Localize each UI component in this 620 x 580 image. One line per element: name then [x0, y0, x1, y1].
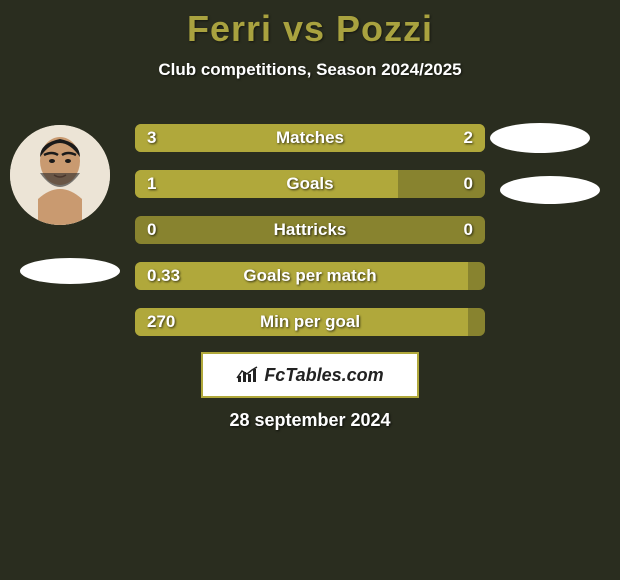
stat-bar: Hattricks0 0 [135, 216, 485, 244]
stat-bars: Matches32Goals10Hattricks00Goals per mat… [135, 124, 485, 354]
bar-value-left: 0 [147, 216, 156, 244]
stat-bar: Matches3 2 [135, 124, 485, 152]
page-title: Ferri vs Pozzi [0, 0, 620, 50]
bar-label: Goals per match [135, 262, 485, 290]
comparison-card: Ferri vs Pozzi Club competitions, Season… [0, 0, 620, 580]
stat-bar: Goals1 0 [135, 170, 485, 198]
logo-text: FcTables.com [264, 365, 383, 386]
bar-value-left: 270 [147, 308, 175, 336]
chart-icon [236, 366, 258, 384]
stat-bar: Min per goal270 [135, 308, 485, 336]
bar-label: Matches [135, 124, 485, 152]
bar-label: Goals [135, 170, 485, 198]
bar-value-left: 1 [147, 170, 156, 198]
subtitle: Club competitions, Season 2024/2025 [0, 60, 620, 80]
stat-bar: Goals per match0.33 [135, 262, 485, 290]
bar-value-left: 0.33 [147, 262, 180, 290]
player1-name-plate [20, 258, 120, 284]
fctables-logo[interactable]: FcTables.com [201, 352, 419, 398]
player2-name-plate-2 [500, 176, 600, 204]
bar-value-left: 3 [147, 124, 156, 152]
bar-value-right: 2 [464, 124, 473, 152]
date-label: 28 september 2024 [0, 410, 620, 431]
player2-name-plate-1 [490, 123, 590, 153]
bar-label: Hattricks [135, 216, 485, 244]
bar-value-right: 0 [464, 170, 473, 198]
bar-value-right: 0 [464, 216, 473, 244]
bar-label: Min per goal [135, 308, 485, 336]
player1-avatar [10, 125, 110, 225]
